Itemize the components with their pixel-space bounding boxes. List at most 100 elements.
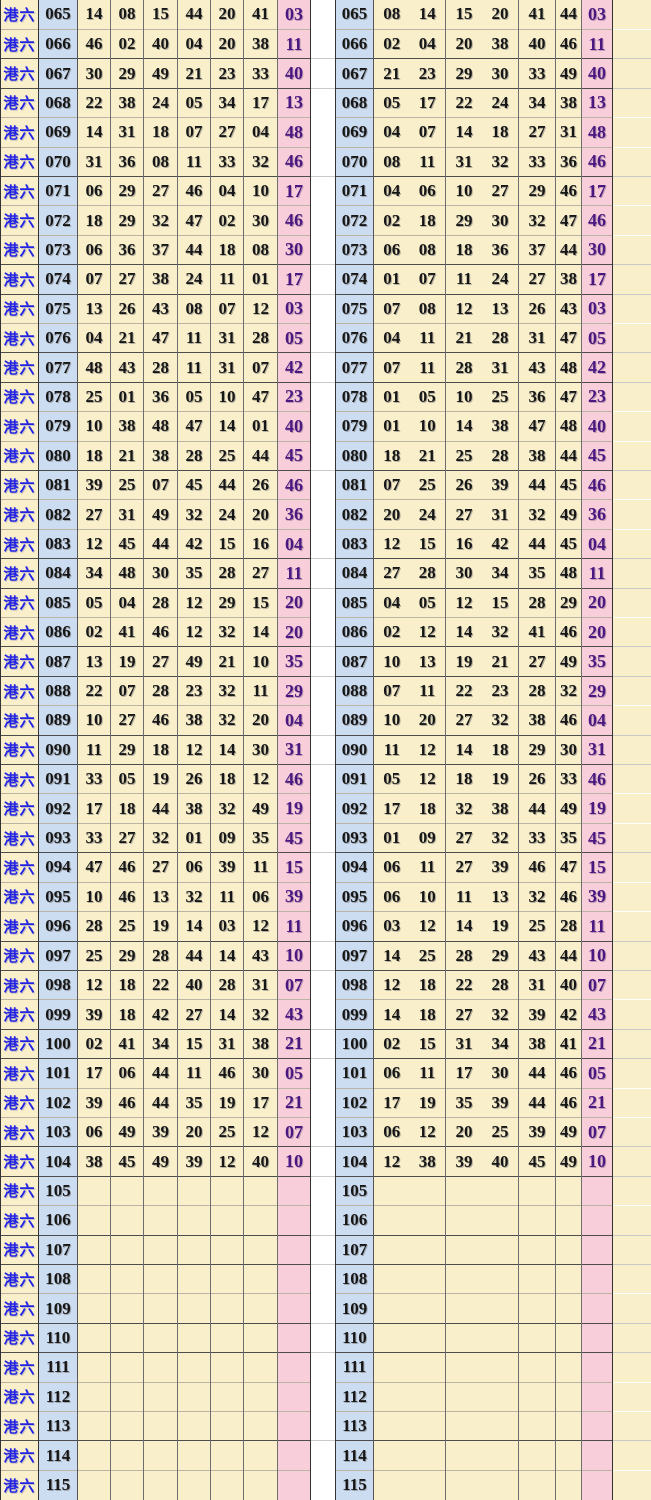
special-number-cell: 20 (277, 617, 311, 647)
number-cell: 39 (77, 1087, 111, 1118)
table-gap (310, 969, 336, 1000)
sorted-number: 40 (491, 1151, 509, 1171)
period-cell: 074 (38, 264, 78, 295)
sorted-pair-cell (373, 1234, 446, 1265)
sorted-special-cell (581, 1234, 613, 1265)
number-cell: 46 (143, 617, 178, 647)
number-cell: 06 (77, 175, 111, 206)
number-cell: 40 (243, 1146, 278, 1177)
sorted-pair-cell: 15 20 (445, 0, 519, 30)
right-margin-strip (612, 705, 651, 736)
number-cell (243, 1322, 278, 1353)
sorted-number-cell: 46 (555, 617, 582, 647)
number-cell: 11 (177, 352, 211, 383)
result-row-100: 港六 100 02 41 34 15 31 38 21 100 02 15 31 34 38 41 21 (0, 1028, 651, 1059)
number-cell (243, 1175, 278, 1206)
right-margin-strip (612, 29, 651, 59)
sorted-number-cell: 29 (518, 175, 556, 206)
draw-label: 港六 (0, 1293, 39, 1324)
sorted-pair-cell: 07 11 (373, 352, 446, 383)
table-gap (310, 0, 336, 30)
number-cell (177, 1381, 211, 1412)
result-row-071: 港六 071 06 29 27 46 04 10 17 071 04 06 10 27 29 46 17 (0, 175, 651, 206)
number-cell: 13 (77, 293, 111, 324)
sorted-pair-cell: 27 32 (445, 705, 519, 736)
sorted-number: 07 (418, 269, 436, 289)
sorted-pair-cell: 03 12 (373, 911, 446, 941)
sorted-number: 17 (383, 798, 401, 818)
number-cell: 33 (210, 146, 244, 177)
special-number-cell: 21 (277, 1087, 311, 1118)
sorted-pair-cell: 20 24 (373, 499, 446, 530)
sorted-number-cell: 25 (518, 911, 556, 941)
table-gap (310, 1352, 336, 1383)
result-row-097: 港六 097 25 29 28 44 14 43 10 097 14 25 28 29 43 44 10 (0, 940, 651, 971)
sorted-number-cell: 44 (555, 940, 582, 971)
number-cell: 30 (143, 558, 178, 589)
table-gap (310, 175, 336, 206)
number-cell: 28 (143, 675, 178, 706)
sorted-number: 20 (455, 1122, 473, 1142)
special-number-cell: 05 (277, 322, 311, 353)
number-cell: 28 (210, 558, 244, 589)
number-cell (210, 1205, 244, 1236)
draw-label: 港六 (0, 146, 39, 177)
sorted-number: 15 (418, 534, 436, 554)
sorted-period-cell: 102 (335, 1087, 374, 1118)
number-cell: 11 (177, 1058, 211, 1089)
sorted-number: 10 (383, 710, 401, 730)
number-cell: 29 (110, 940, 144, 971)
period-cell: 083 (38, 528, 78, 559)
draw-label: 港六 (0, 822, 39, 853)
number-cell: 39 (77, 999, 111, 1030)
sorted-pair-cell (445, 1469, 519, 1500)
sorted-special-cell: 35 (581, 646, 613, 677)
sorted-number: 18 (418, 210, 436, 230)
draw-label: 港六 (0, 205, 39, 236)
sorted-special-cell: 11 (581, 28, 613, 59)
number-cell: 23 (210, 58, 244, 89)
number-cell: 43 (110, 352, 144, 383)
draw-label: 港六 (0, 1205, 39, 1236)
number-cell (110, 1175, 144, 1206)
number-cell: 24 (177, 264, 211, 295)
number-cell: 44 (210, 469, 244, 500)
table-gap (310, 705, 336, 736)
special-number-cell: 20 (277, 587, 311, 618)
sorted-special-cell: 45 (581, 440, 613, 471)
number-cell: 36 (110, 146, 144, 177)
number-cell (143, 1322, 178, 1353)
number-cell (77, 1469, 111, 1500)
sorted-period-cell: 104 (335, 1146, 374, 1177)
right-margin-strip (612, 87, 651, 118)
sorted-number: 07 (418, 122, 436, 142)
number-cell: 20 (177, 1116, 211, 1147)
sorted-pair-cell: 04 05 (373, 587, 446, 618)
sorted-number-cell: 26 (518, 293, 556, 324)
sorted-number-cell: 34 (518, 87, 556, 118)
draw-label: 港六 (0, 1410, 39, 1441)
sorted-number: 30 (491, 1063, 509, 1083)
number-cell: 34 (210, 87, 244, 118)
table-gap (310, 205, 336, 236)
period-cell: 096 (38, 911, 78, 941)
sorted-number-cell: 46 (555, 705, 582, 736)
number-cell: 12 (77, 528, 111, 559)
result-row-102: 港六 102 39 46 44 35 19 17 21 102 17 19 35 39 44 46 21 (0, 1087, 651, 1118)
sorted-number-cell (518, 1263, 556, 1294)
sorted-number: 30 (491, 63, 509, 83)
sorted-period-cell: 087 (335, 646, 374, 677)
sorted-number-cell: 27 (518, 646, 556, 677)
number-cell: 32 (210, 793, 244, 824)
number-cell (77, 1410, 111, 1441)
number-cell (110, 1440, 144, 1471)
number-cell: 24 (143, 87, 178, 118)
result-row-114: 港六 114 114 (0, 1440, 651, 1471)
number-cell: 44 (177, 0, 211, 30)
number-cell: 07 (110, 675, 144, 706)
sorted-special-cell: 20 (581, 617, 613, 647)
sorted-pair-cell: 12 13 (445, 293, 519, 324)
period-cell: 092 (38, 793, 78, 824)
sorted-number: 14 (455, 916, 473, 936)
number-cell: 19 (110, 646, 144, 677)
